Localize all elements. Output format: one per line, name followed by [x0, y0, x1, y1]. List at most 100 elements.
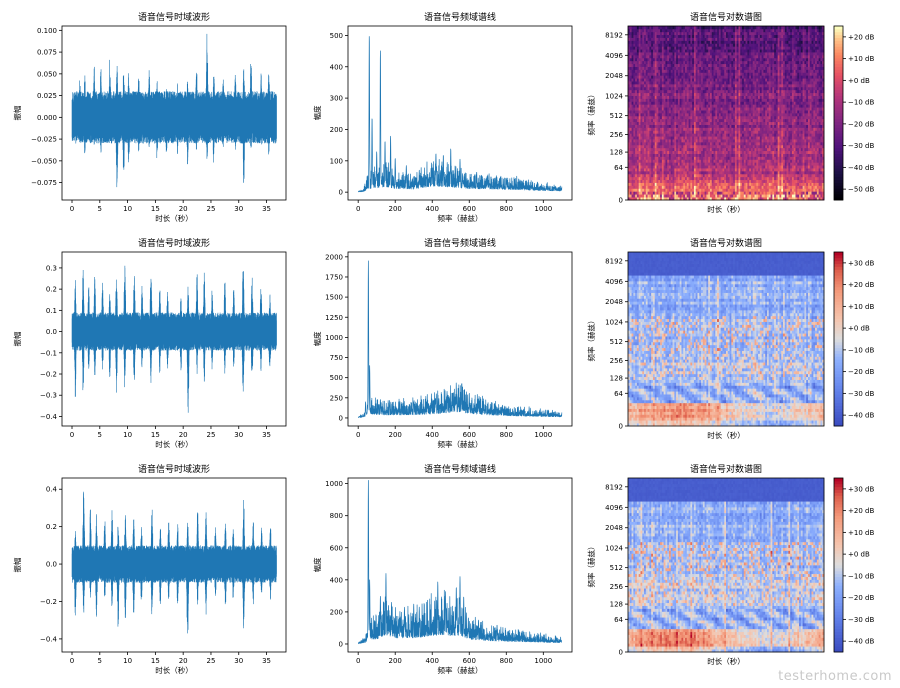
y-tick-label: 0 — [619, 197, 623, 205]
colorbar-tick-label: −20 dB — [848, 368, 874, 376]
x-tick-label: 35 — [262, 205, 271, 213]
colorbar-tick-label: +10 dB — [848, 529, 874, 537]
x-tick-label: 200 — [389, 431, 402, 439]
x-tick-label: 0 — [356, 431, 360, 439]
x-tick-label: 0 — [70, 657, 74, 665]
colorbar: −40 dB −30 dB −20 dB −10 dB +0 dB +10 dB +20 d… — [833, 477, 874, 653]
chart-title: 语音信号频域谱线 — [424, 11, 496, 23]
axes-frame — [627, 25, 825, 201]
x-axis-label: 时长（秒） — [707, 430, 745, 440]
y-tick-label: 300 — [330, 95, 343, 103]
x-tick-label: 20 — [179, 205, 188, 213]
colorbar-tick-label: −40 dB — [848, 638, 874, 646]
colorbar-tick-label: −10 dB — [848, 99, 874, 107]
y-tick-label: 2048 — [605, 524, 623, 532]
y-tick-label: −0.4 — [40, 635, 58, 643]
x-tick-label: 1000 — [534, 431, 552, 439]
x-tick-label: 35 — [262, 657, 271, 665]
y-axis-label: 频率（赫兹） — [586, 543, 596, 588]
colorbar-tick-label: −20 dB — [848, 120, 874, 128]
axes-frame — [61, 477, 287, 653]
y-tick-label: 0.075 — [37, 49, 57, 57]
y-tick-label: −0.1 — [40, 349, 57, 357]
y-axis-label: 幅度 — [312, 105, 322, 120]
x-tick-label: 10 — [123, 205, 132, 213]
y-axis-label: 振幅 — [12, 331, 22, 346]
x-tick-label: 5 — [98, 205, 102, 213]
x-tick-label: 800 — [500, 205, 513, 213]
axes-frame — [347, 251, 573, 427]
y-tick-label: 8192 — [605, 483, 623, 491]
y-tick-label: 0.050 — [37, 70, 57, 78]
chart-panel-r2-c0: 0 5 10 15 20 25 30 35 −0.4 −0.2 0.0 0.2 0.4 语音信号时域波形时… — [12, 463, 287, 675]
y-tick-label: 8192 — [605, 257, 623, 265]
colorbar-tick-label: +20 dB — [848, 507, 874, 515]
waveform-line — [71, 33, 277, 188]
y-tick-label: 1000 — [325, 480, 343, 488]
y-tick-label: 512 — [610, 112, 623, 120]
x-tick-label: 25 — [207, 431, 216, 439]
y-tick-label: 256 — [610, 357, 624, 365]
x-tick-label: 1000 — [534, 657, 552, 665]
spectrogram-image — [628, 252, 825, 427]
y-tick-label: 8192 — [605, 31, 623, 39]
chart-title: 语音信号频域谱线 — [424, 463, 496, 475]
y-axis-label: 振幅 — [12, 557, 22, 572]
x-tick-label: 10 — [123, 431, 132, 439]
x-tick-label: 200 — [389, 205, 402, 213]
spectrum-line — [357, 260, 563, 418]
y-tick-label: −0.2 — [40, 598, 57, 606]
y-tick-label: 200 — [330, 608, 343, 616]
colorbar-tick-label: +0 dB — [848, 551, 870, 559]
x-axis-label: 频率（赫兹） — [438, 439, 483, 449]
x-tick-label: 400 — [426, 657, 439, 665]
colorbar-tick-label: +30 dB — [848, 485, 874, 493]
x-tick-label: 10 — [123, 657, 132, 665]
y-tick-label: 4096 — [605, 52, 623, 60]
x-tick-label: 15 — [151, 205, 160, 213]
colorbar-tick-label: −40 dB — [848, 412, 874, 420]
y-tick-label: 0 — [339, 414, 343, 422]
y-tick-label: −0.050 — [31, 157, 57, 165]
x-tick-label: 200 — [389, 657, 402, 665]
colorbar-tick-label: −30 dB — [848, 390, 874, 398]
y-tick-label: 128 — [610, 375, 623, 383]
colorbar-tick-label: −20 dB — [848, 594, 874, 602]
y-tick-label: 2048 — [605, 72, 623, 80]
y-tick-label: 0 — [339, 189, 343, 197]
x-tick-label: 5 — [98, 431, 102, 439]
x-tick-label: 400 — [426, 431, 439, 439]
colorbar-tick-label: −30 dB — [848, 142, 874, 150]
spectrum-line — [357, 480, 563, 645]
colorbar-tick-label: −10 dB — [848, 346, 874, 354]
axes-frame — [347, 25, 573, 201]
chart-title: 语音信号时域波形 — [138, 463, 210, 475]
chart-title: 语音信号时域波形 — [138, 11, 210, 23]
y-tick-label: 0.1 — [46, 307, 57, 315]
colorbar-tick-label: +30 dB — [848, 259, 874, 267]
colorbar-tick-label: +10 dB — [848, 303, 874, 311]
y-tick-label: 0.100 — [37, 27, 57, 35]
x-axis-label: 时长（秒） — [707, 204, 745, 214]
x-axis-label: 时长（秒） — [707, 656, 745, 666]
axes-frame — [61, 251, 287, 427]
y-tick-label: 0 — [619, 649, 623, 657]
y-tick-label: 0.2 — [46, 286, 57, 294]
x-tick-label: 0 — [70, 205, 74, 213]
y-tick-label: 750 — [330, 354, 343, 362]
y-axis-label: 频率（赫兹） — [586, 91, 596, 136]
x-tick-label: 25 — [207, 205, 216, 213]
y-tick-label: 0.3 — [46, 264, 57, 272]
spectrogram-image — [628, 26, 825, 201]
y-tick-label: 400 — [330, 63, 343, 71]
x-tick-label: 600 — [463, 431, 476, 439]
x-axis-label: 频率（赫兹） — [438, 213, 483, 223]
spectrum-line — [357, 36, 563, 193]
y-tick-label: 2048 — [605, 298, 623, 306]
colorbar-frame — [833, 25, 844, 201]
y-tick-label: 800 — [330, 512, 343, 520]
y-tick-label: 1500 — [325, 294, 343, 302]
x-tick-label: 15 — [151, 431, 160, 439]
y-tick-label: −0.2 — [40, 371, 57, 379]
